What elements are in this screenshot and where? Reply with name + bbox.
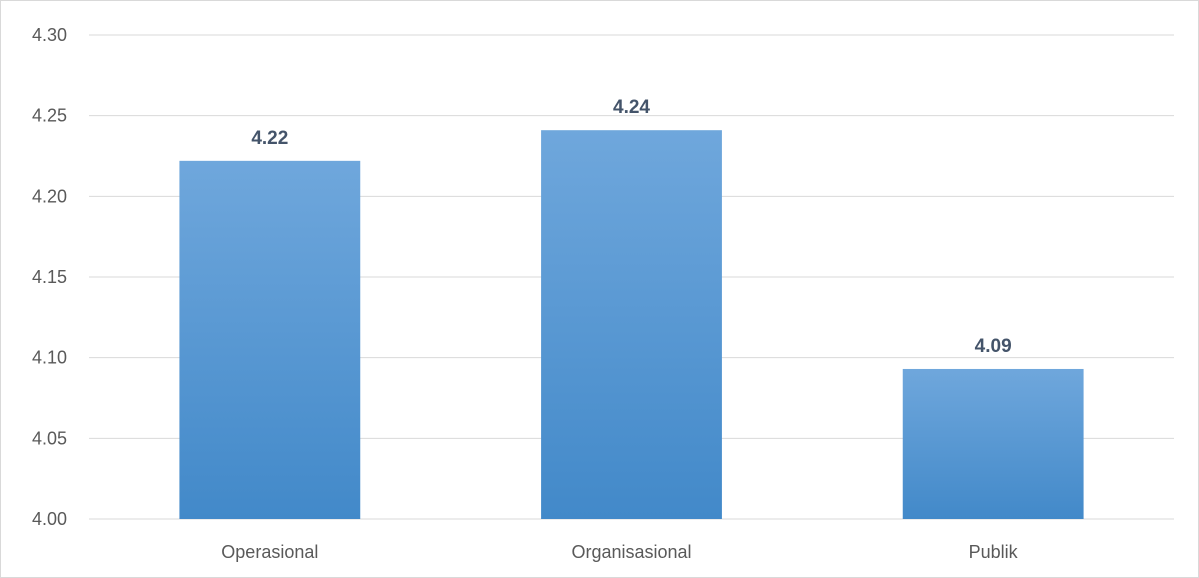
- y-tick-label: 4.05: [32, 428, 67, 448]
- y-tick-label: 4.10: [32, 348, 67, 368]
- y-tick-label: 4.00: [32, 509, 67, 529]
- x-axis-categories: Operasional Organisasional Publik: [221, 542, 1018, 562]
- data-label: 4.24: [613, 97, 650, 118]
- bar: [541, 130, 722, 520]
- data-label: 4.09: [975, 336, 1012, 357]
- bar: [179, 160, 361, 519]
- bar: [902, 368, 1084, 519]
- category-label: Organisasional: [571, 542, 691, 562]
- data-labels: 4.22 4.24 4.09: [251, 97, 1011, 357]
- category-label: Publik: [969, 542, 1019, 562]
- data-label: 4.22: [251, 128, 288, 149]
- bars: [179, 130, 1084, 520]
- y-tick-label: 4.25: [32, 106, 67, 126]
- y-axis-ticks: 4.00 4.05 4.10 4.15 4.20 4.25 4.30: [32, 25, 67, 529]
- category-label: Operasional: [221, 542, 318, 562]
- y-tick-label: 4.15: [32, 267, 67, 287]
- y-tick-label: 4.20: [32, 186, 67, 206]
- y-tick-label: 4.30: [32, 25, 67, 45]
